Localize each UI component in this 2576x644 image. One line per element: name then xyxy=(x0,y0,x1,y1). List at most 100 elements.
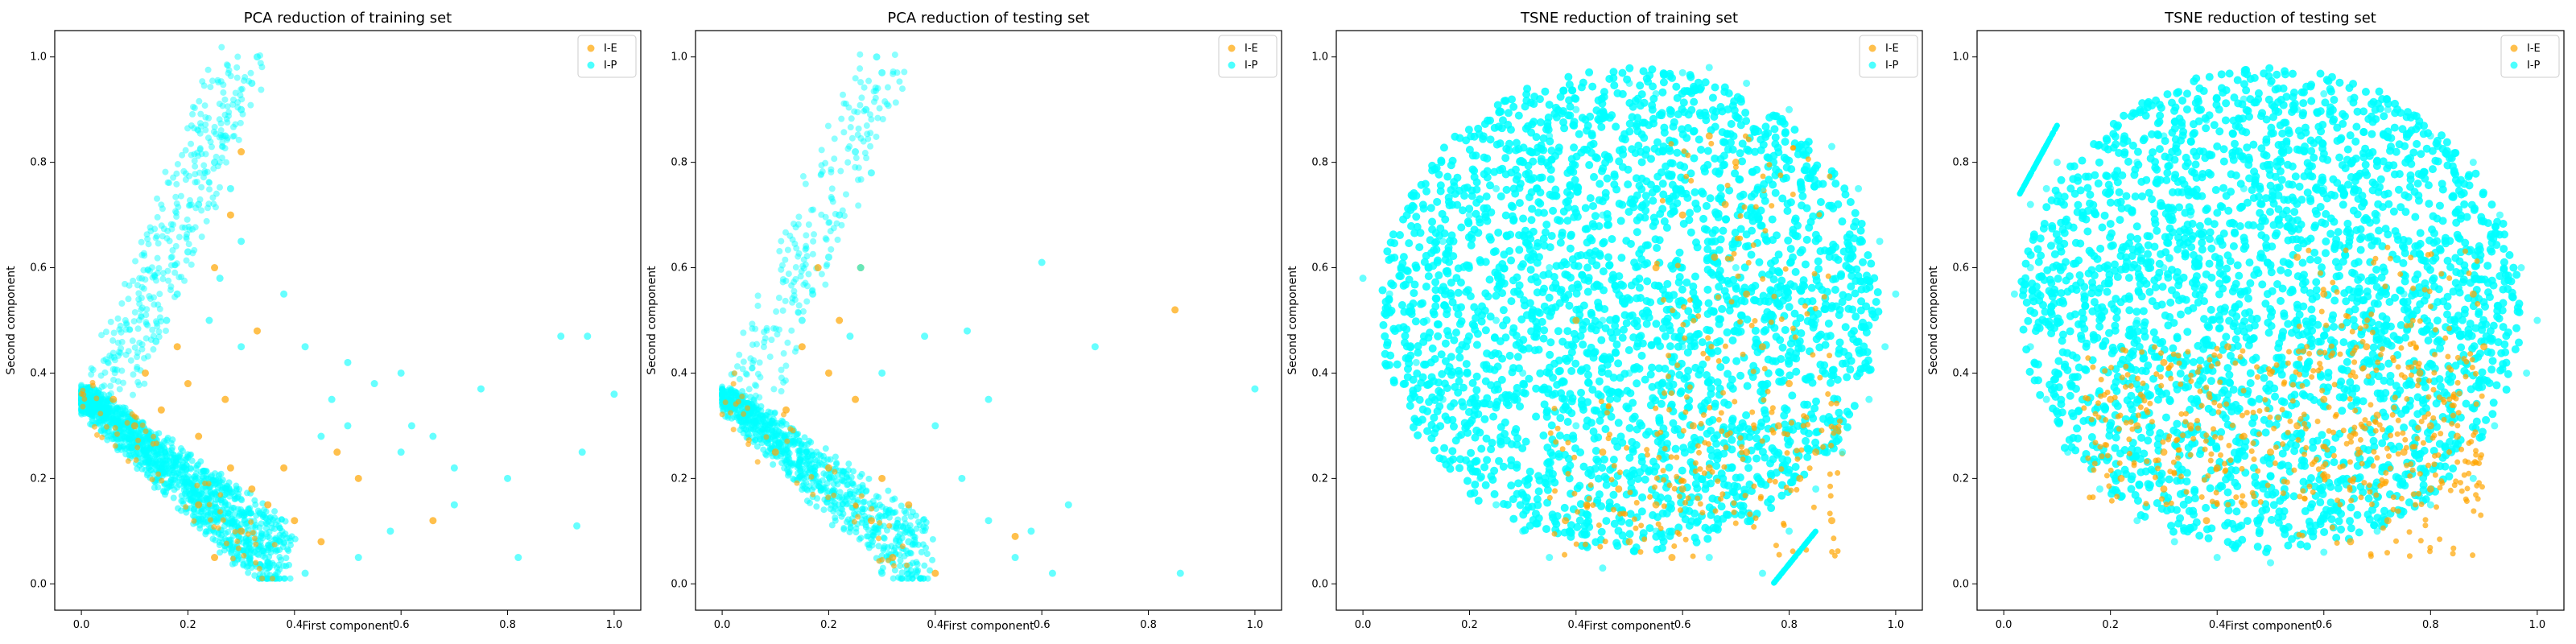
scatter-point xyxy=(149,274,156,281)
scatter-point xyxy=(1647,341,1656,349)
scatter-point xyxy=(1566,390,1575,398)
scatter-point xyxy=(1797,329,1806,338)
scatter-point xyxy=(194,149,201,156)
scatter-point xyxy=(183,233,190,241)
legend-marker xyxy=(587,44,595,52)
scatter-point xyxy=(1496,107,1505,116)
scatter-point xyxy=(1521,301,1530,310)
scatter-point xyxy=(142,319,150,326)
scatter-point xyxy=(1454,310,1463,319)
scatter-point xyxy=(1721,356,1730,365)
scatter-point xyxy=(1423,427,1432,436)
data-point xyxy=(814,264,822,272)
scatter-point xyxy=(210,128,217,135)
scatter-point xyxy=(167,221,175,228)
scatter-point xyxy=(1639,67,1648,76)
scatter-point xyxy=(901,68,908,76)
scatter-point xyxy=(262,554,269,561)
scatter-point xyxy=(1727,120,1736,129)
scatter-point xyxy=(929,556,936,564)
scatter-point xyxy=(1691,480,1700,489)
scatter-point xyxy=(1660,128,1669,137)
scatter-point xyxy=(123,321,130,328)
scatter-point xyxy=(850,481,857,489)
data-point xyxy=(798,343,806,351)
scatter-point xyxy=(1622,319,1631,328)
scatter-point xyxy=(1411,317,1420,326)
scatter-point xyxy=(1407,221,1416,230)
data-point xyxy=(985,517,993,525)
scatter-point xyxy=(1542,412,1551,421)
scatter-point xyxy=(154,213,161,221)
scatter-point xyxy=(1788,391,1797,400)
scatter-point xyxy=(268,524,275,531)
scatter-point xyxy=(1712,461,1721,470)
scatter-point xyxy=(873,87,880,94)
scatter-point xyxy=(858,493,865,499)
scatter-point xyxy=(1727,138,1736,147)
scatter-point xyxy=(852,75,859,82)
scatter-point xyxy=(219,102,226,109)
data-point xyxy=(301,569,309,577)
scatter-point xyxy=(750,398,758,405)
scatter-point xyxy=(211,524,217,530)
scatter-point xyxy=(1381,311,1390,320)
scatter-point xyxy=(1798,192,1807,200)
scatter-point xyxy=(1555,366,1564,375)
scatter-point xyxy=(1579,405,1587,414)
scatter-point xyxy=(803,298,811,305)
scatter-point xyxy=(1449,422,1458,431)
scatter-point xyxy=(211,123,218,130)
scatter-point xyxy=(1441,412,1450,421)
scatter-point xyxy=(857,79,865,86)
scatter-point xyxy=(149,326,156,333)
scatter-point xyxy=(1459,383,1468,392)
scatter-point xyxy=(1519,214,1528,223)
scatter-point xyxy=(1719,151,1728,160)
scatter-point xyxy=(1427,420,1436,429)
scatter-point xyxy=(200,174,207,181)
scatter-point xyxy=(138,306,145,313)
scatter-point xyxy=(901,507,908,514)
scatter-point xyxy=(840,91,847,98)
scatter-point xyxy=(173,200,180,207)
scatter-point xyxy=(1431,286,1440,295)
scatter-point xyxy=(193,179,200,186)
scatter-point xyxy=(793,245,800,252)
data-point xyxy=(878,68,886,76)
data-point xyxy=(195,501,203,509)
scatter-point xyxy=(745,386,753,393)
scatter-point xyxy=(1809,212,1818,221)
scatter-point xyxy=(1452,303,1461,312)
scatter-point xyxy=(118,299,126,307)
scatter-point xyxy=(155,471,162,477)
scatter-point xyxy=(771,436,778,444)
scatter-point xyxy=(1546,338,1555,347)
scatter-point xyxy=(175,204,182,211)
scatter-point xyxy=(101,382,108,390)
scatter-point xyxy=(200,506,207,513)
scatter-point xyxy=(151,484,158,491)
data-point xyxy=(504,474,512,482)
scatter-point xyxy=(1648,105,1657,114)
scatter-point xyxy=(857,134,865,142)
scatter-point xyxy=(163,235,171,242)
scatter-point xyxy=(838,115,845,122)
scatter-point xyxy=(1397,301,1406,310)
scatter-point xyxy=(1389,230,1397,239)
scatter-point xyxy=(1389,281,1397,290)
scatter-point xyxy=(138,345,146,353)
scatter-point xyxy=(791,221,798,228)
scatter-point xyxy=(1824,319,1833,328)
scatter-point xyxy=(1546,175,1555,184)
scatter-point xyxy=(1532,519,1541,528)
scatter-point xyxy=(191,151,198,158)
scatter-point xyxy=(167,254,175,262)
scatter-point xyxy=(1533,288,1542,297)
scatter-point xyxy=(1453,173,1462,182)
scatter-point xyxy=(134,353,141,361)
scatter-point xyxy=(114,366,121,374)
scatter-point xyxy=(929,535,936,543)
y-tick-label: 0.6 xyxy=(671,262,687,275)
scatter-point xyxy=(1829,240,1838,249)
